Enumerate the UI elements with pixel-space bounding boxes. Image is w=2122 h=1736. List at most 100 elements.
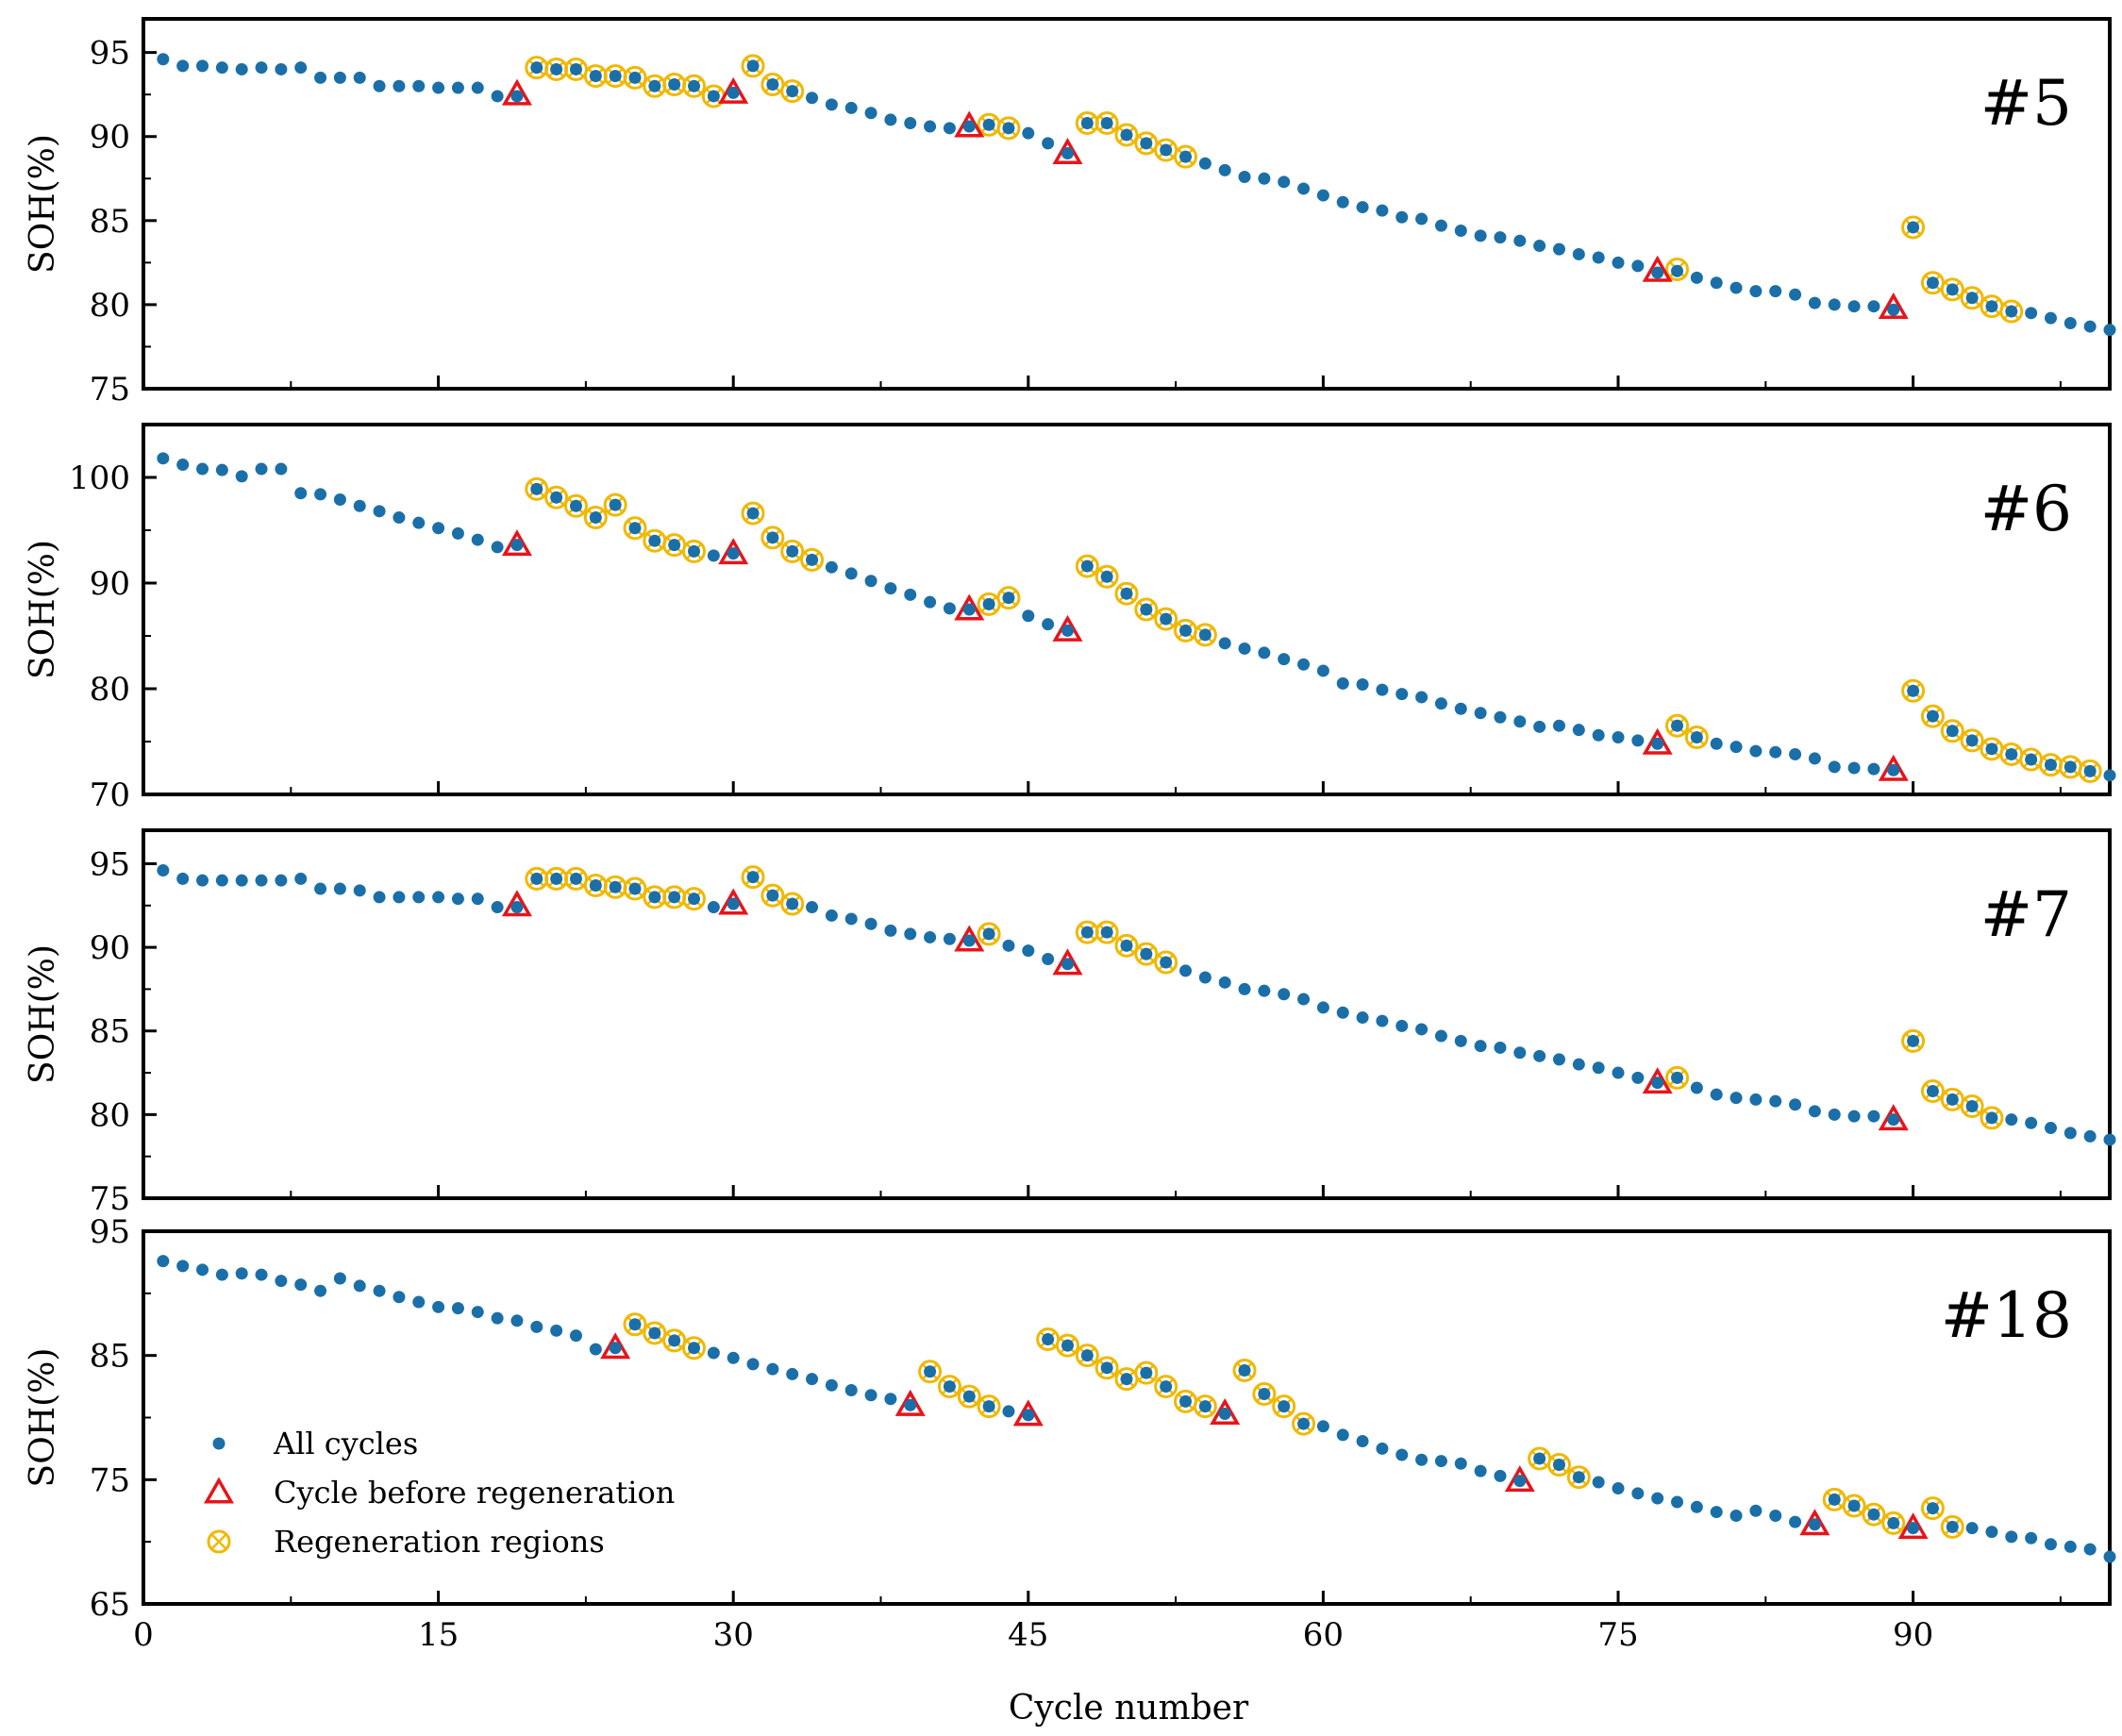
- legend-label: Regeneration regions: [274, 1524, 605, 1560]
- cycle-point: [412, 891, 426, 904]
- cycle-point: [727, 547, 740, 560]
- cycle-point: [1651, 266, 1664, 279]
- cycle-point: [2064, 760, 2077, 774]
- x-tick-label: 90: [1893, 1616, 1933, 1654]
- cycle-point: [688, 544, 701, 558]
- legend-marker-regeneration: [207, 1529, 231, 1554]
- cycle-point: [1434, 697, 1447, 710]
- cycle-point: [1867, 1110, 1880, 1123]
- cycle-point: [1238, 982, 1251, 995]
- cycle-point: [766, 531, 779, 544]
- cycle-point: [1789, 747, 1802, 760]
- cycle-point: [314, 882, 327, 895]
- cycle-point: [314, 71, 327, 84]
- cycle-point: [1316, 1001, 1329, 1014]
- cycle-point: [609, 880, 622, 893]
- cycle-point: [825, 909, 838, 922]
- cycle-point: [2103, 1550, 2116, 1563]
- cycle-point: [825, 1378, 838, 1392]
- cycle-point: [962, 603, 976, 616]
- cycle-point: [510, 1314, 524, 1327]
- cycle-point: [471, 893, 484, 906]
- y-tick-label: 75: [90, 1180, 130, 1218]
- cycle-point: [904, 927, 917, 941]
- cycle-point: [1907, 684, 1920, 697]
- x-axis-title: Cycle number: [1009, 1689, 1249, 1728]
- cycle-point: [1198, 628, 1211, 642]
- cycle-point: [1474, 229, 1487, 242]
- before-regeneration-point: [1642, 727, 1673, 755]
- cycle-point: [628, 71, 642, 84]
- cycle-point: [412, 79, 426, 92]
- cycle-point: [1140, 603, 1153, 616]
- cycle-point: [1061, 958, 1074, 971]
- cycle-point: [1612, 1066, 1625, 1079]
- y-axis-title: SOH(%): [24, 1348, 62, 1488]
- cycle-point: [1789, 1515, 1802, 1528]
- cycle-point: [2103, 769, 2116, 782]
- cycle-point: [1887, 303, 1900, 316]
- cycle-point: [451, 526, 464, 540]
- cycle-point: [943, 122, 956, 135]
- cycle-point: [609, 498, 622, 511]
- y-tick-label: 70: [90, 776, 130, 814]
- cycle-point: [2083, 1129, 2097, 1143]
- cycle-point: [943, 1380, 956, 1394]
- cycle-point: [1080, 116, 1094, 129]
- cycle-point: [943, 932, 956, 945]
- before-regeneration-point: [894, 1389, 926, 1416]
- cycle-point: [451, 1302, 464, 1315]
- cycle-point: [1729, 281, 1743, 294]
- x-tick-label: 60: [1303, 1616, 1344, 1654]
- before-regeneration-point: [718, 76, 749, 104]
- cycle-point: [1808, 752, 1821, 765]
- cycle-point: [373, 79, 386, 92]
- cycle-point: [1907, 1034, 1920, 1047]
- cycle-point: [1631, 734, 1645, 747]
- cycle-point: [1926, 709, 1939, 723]
- cycle-point: [982, 927, 995, 941]
- cycle-point: [1415, 1023, 1429, 1036]
- cycle-point: [1336, 1428, 1349, 1442]
- cycle-point: [255, 874, 268, 887]
- cycle-point: [1671, 264, 1684, 277]
- cycle-point: [2083, 320, 2097, 333]
- panel-5: 75 80 85 90 95 SOH(%) #5: [24, 17, 2116, 409]
- cycle-point: [924, 595, 937, 609]
- cycle-point: [1376, 1442, 1389, 1455]
- cycle-point: [1179, 1394, 1193, 1408]
- cycle-point: [1297, 993, 1311, 1006]
- cycle-point: [235, 470, 248, 483]
- cycle-point: [1926, 276, 1939, 290]
- cycle-point: [1494, 710, 1507, 724]
- cycle-point: [1278, 175, 1291, 189]
- cycle-point: [176, 872, 190, 885]
- cycle-point: [1769, 285, 1782, 298]
- cycle-point: [1238, 642, 1251, 655]
- cycle-point: [1395, 1448, 1409, 1461]
- legend-marker-all-cycles: [212, 1437, 226, 1450]
- cycle-point: [1258, 984, 1271, 997]
- cycle-point: [1258, 646, 1271, 659]
- plot-frame: [142, 423, 2112, 796]
- before-regeneration-point: [1897, 1512, 1929, 1540]
- cycle-point: [1179, 624, 1193, 637]
- cycle-point: [373, 1284, 386, 1297]
- cycle-point: [412, 516, 426, 529]
- before-regeneration-point: [1052, 138, 1083, 165]
- before-regeneration-point: [600, 1332, 631, 1360]
- cycle-point: [2064, 1127, 2077, 1140]
- cycle-point: [1808, 1105, 1821, 1118]
- cycle-point: [1415, 212, 1429, 225]
- cycle-point: [688, 1342, 701, 1355]
- cycle-point: [707, 549, 720, 562]
- cycle-point: [1454, 1034, 1467, 1047]
- cycle-point: [215, 463, 228, 476]
- cycle-point: [1572, 724, 1585, 737]
- cycle-point: [1002, 592, 1015, 605]
- cycle-point: [766, 1362, 779, 1376]
- before-regeneration-point: [1052, 614, 1083, 642]
- cycle-point: [943, 602, 956, 615]
- cycle-point: [550, 62, 563, 75]
- before-regeneration-point: [1799, 1509, 1830, 1536]
